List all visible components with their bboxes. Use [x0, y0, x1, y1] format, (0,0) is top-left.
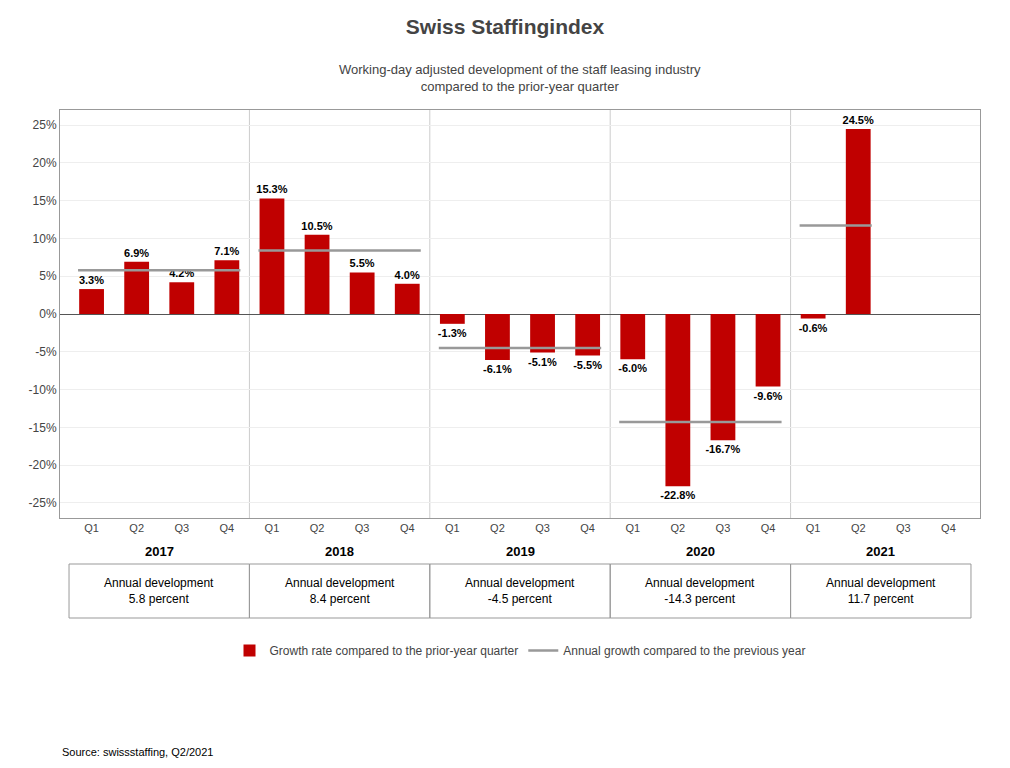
svg-text:Annual growth compared to the: Annual growth compared to the previous y… [563, 644, 805, 658]
svg-text:Q4: Q4 [941, 522, 956, 534]
svg-text:Q3: Q3 [174, 522, 189, 534]
svg-text:Annual development8.4 percent: Annual development8.4 percent [285, 576, 395, 606]
svg-text:Annual development5.8 percent: Annual development5.8 percent [104, 576, 214, 606]
svg-text:-1.3%: -1.3% [438, 327, 467, 339]
svg-text:Q4: Q4 [220, 522, 235, 534]
svg-text:Q4: Q4 [761, 522, 776, 534]
svg-text:Annual development11.7 percent: Annual development11.7 percent [826, 576, 936, 606]
svg-text:-9.6%: -9.6% [754, 390, 783, 402]
svg-text:-16.7%: -16.7% [705, 443, 740, 455]
svg-text:Q1: Q1 [84, 522, 99, 534]
svg-text:2019: 2019 [506, 544, 535, 559]
svg-text:-20%: -20% [29, 458, 57, 472]
svg-text:Q3: Q3 [355, 522, 370, 534]
svg-text:Working-day adjusted developme: Working-day adjusted development of the … [339, 62, 701, 94]
svg-text:5%: 5% [39, 269, 57, 283]
svg-text:Q3: Q3 [896, 522, 911, 534]
svg-text:-6.0%: -6.0% [618, 362, 647, 374]
svg-text:Growth rate compared to the pr: Growth rate compared to the prior-year q… [270, 644, 519, 658]
svg-text:Q1: Q1 [445, 522, 460, 534]
svg-text:-5.1%: -5.1% [528, 356, 557, 368]
svg-text:Q1: Q1 [806, 522, 821, 534]
svg-text:2021: 2021 [866, 544, 895, 559]
svg-text:6.9%: 6.9% [124, 247, 149, 259]
svg-text:Q3: Q3 [535, 522, 550, 534]
svg-text:10.5%: 10.5% [301, 220, 332, 232]
svg-text:-10%: -10% [29, 383, 57, 397]
svg-text:-6.1%: -6.1% [483, 363, 512, 375]
svg-text:Q2: Q2 [490, 522, 505, 534]
svg-text:5.5%: 5.5% [350, 257, 375, 269]
svg-text:-5%: -5% [35, 345, 57, 359]
svg-text:20%: 20% [33, 156, 57, 170]
svg-text:Q2: Q2 [851, 522, 866, 534]
svg-text:Q2: Q2 [670, 522, 685, 534]
svg-text:-0.6%: -0.6% [799, 322, 828, 334]
svg-text:15%: 15% [33, 194, 57, 208]
svg-text:0%: 0% [39, 307, 57, 321]
svg-text:Q4: Q4 [580, 522, 595, 534]
svg-text:3.3%: 3.3% [79, 274, 104, 286]
svg-text:Source: swissstaffing, Q2/2021: Source: swissstaffing, Q2/2021 [62, 746, 213, 758]
svg-text:-15%: -15% [29, 421, 57, 435]
svg-text:Q2: Q2 [310, 522, 325, 534]
svg-text:24.5%: 24.5% [843, 114, 874, 126]
svg-text:7.1%: 7.1% [214, 245, 239, 257]
svg-text:Annual development-14.3 percen: Annual development-14.3 percent [645, 576, 755, 606]
svg-text:4.2%: 4.2% [169, 267, 194, 279]
svg-text:10%: 10% [33, 232, 57, 246]
svg-text:25%: 25% [33, 118, 57, 132]
svg-text:4.0%: 4.0% [395, 269, 420, 281]
svg-text:Q1: Q1 [265, 522, 280, 534]
svg-text:-22.8%: -22.8% [660, 489, 695, 501]
svg-text:Swiss Staffingindex: Swiss Staffingindex [406, 15, 605, 38]
svg-text:Q2: Q2 [129, 522, 144, 534]
svg-text:2017: 2017 [145, 544, 174, 559]
svg-text:Q3: Q3 [716, 522, 731, 534]
svg-text:2020: 2020 [686, 544, 715, 559]
svg-text:-5.5%: -5.5% [573, 359, 602, 371]
svg-text:15.3%: 15.3% [256, 183, 287, 195]
svg-text:Q1: Q1 [625, 522, 640, 534]
svg-text:Q4: Q4 [400, 522, 415, 534]
svg-text:-25%: -25% [29, 496, 57, 510]
svg-text:2018: 2018 [325, 544, 354, 559]
svg-text:Annual development-4.5 percent: Annual development-4.5 percent [465, 576, 575, 606]
